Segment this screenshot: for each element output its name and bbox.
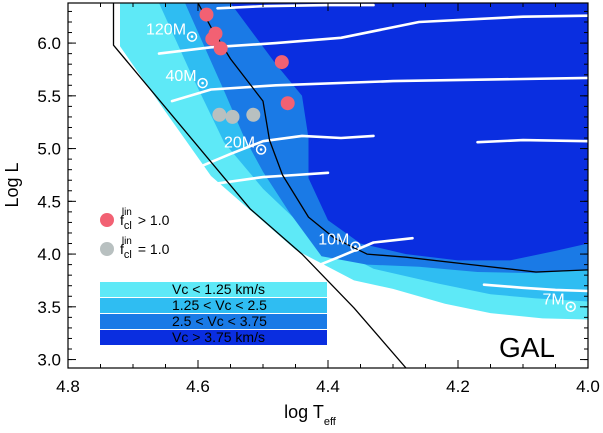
- evolutionary-tracks: [157, 3, 588, 293]
- y-tick-label: 6.0: [37, 34, 61, 53]
- velocity-legend-item-3: 2.5 < Vc < 3.75: [100, 313, 327, 329]
- marker-legend-swatch: [100, 242, 114, 256]
- x-tick-label: 4.4: [316, 377, 340, 396]
- velocity-legend-swatch: [100, 330, 327, 345]
- boundary-line-1: [197, 3, 588, 273]
- track-line-5: [476, 138, 588, 144]
- velocity-legend-item-4: Vc > 3.75 km/s: [100, 329, 327, 345]
- data-point-s1-6: [280, 96, 295, 111]
- data-point-s1-5: [274, 55, 289, 70]
- y-tick-label: 3.5: [37, 298, 61, 317]
- data-point-s1-1: [199, 7, 214, 22]
- legend-f: f: [120, 241, 124, 257]
- y-tick-label: 4.0: [37, 245, 61, 264]
- velocity-legend-item-1: Vc < 1.25 km/s: [100, 281, 327, 297]
- sun-symbol-icon: [186, 31, 198, 42]
- mass-label-1: 120M: [146, 22, 198, 42]
- marker-legend-label: fcl lin = 1.0: [120, 236, 170, 261]
- velocity-legend-swatch: [100, 298, 327, 313]
- sun-symbol-dot: [259, 148, 263, 151]
- data-point-s1-3: [205, 31, 220, 46]
- mass-label-text: 40M: [166, 68, 197, 85]
- y-tick-label: 4.5: [37, 192, 61, 211]
- data-points: [199, 7, 295, 124]
- sun-symbol-icon: [255, 144, 267, 155]
- mass-label-text: 7M: [543, 292, 565, 309]
- marker-legend-item-2: fcl lin = 1.0: [100, 236, 170, 261]
- region-core: [230, 3, 588, 261]
- legend-f: f: [120, 212, 124, 228]
- x-tick-label: 4.6: [186, 377, 210, 396]
- sun-symbol-dot: [569, 305, 572, 309]
- mass-label-5: 7M: [543, 292, 576, 312]
- data-point-s2-1: [212, 107, 227, 122]
- track-line-3: [170, 76, 588, 103]
- velocity-legend-label: 2.5 < Vc < 3.75: [172, 313, 267, 329]
- legend-sub: cl: [124, 220, 132, 232]
- mass-label-text: 10M: [318, 232, 349, 249]
- x-axis-label-sub: eff: [324, 416, 337, 428]
- legend-relation: = 1.0: [138, 241, 170, 257]
- data-point-s2-3: [246, 107, 261, 122]
- y-axis-label: Log L: [2, 162, 22, 207]
- x-axis-label: log Teff: [284, 402, 337, 428]
- x-axis-label-main: log T: [284, 402, 324, 422]
- marker-legend-swatch: [100, 213, 114, 227]
- y-tick-label: 5.0: [37, 140, 61, 159]
- boundary-lines: [112, 3, 588, 368]
- track-line-6: [216, 171, 330, 185]
- marker-legend-item-1: fcl lin > 1.0: [100, 207, 170, 232]
- track-line-2: [157, 14, 588, 55]
- velocity-legend-label: 1.25 < Vc < 2.5: [172, 297, 267, 313]
- velocity-regions: [120, 3, 588, 320]
- mass-label-2: 40M: [166, 68, 208, 89]
- y-tick-label: 5.5: [37, 87, 61, 106]
- legend-relation: > 1.0: [138, 212, 170, 228]
- track-line-8: [482, 283, 588, 293]
- boundary-line-2: [112, 3, 407, 368]
- sun-symbol-dot: [190, 35, 194, 38]
- marker-legend-label: fcl lin > 1.0: [120, 207, 170, 232]
- panel-label: GAL: [499, 332, 555, 363]
- velocity-legend-label: Vc < 1.25 km/s: [172, 281, 265, 297]
- velocity-legend-item-2: 1.25 < Vc < 2.5: [100, 297, 327, 313]
- mass-label-3: 20M: [224, 135, 267, 155]
- data-point-s1-4: [213, 41, 228, 56]
- legend-sub: cl: [124, 249, 132, 261]
- sun-symbol-icon: [565, 301, 576, 312]
- mass-label-text: 20M: [224, 135, 255, 152]
- sun-symbol-dot: [354, 245, 357, 248]
- sun-symbol-icon: [350, 241, 361, 252]
- y-tick-label: 3.0: [37, 351, 61, 370]
- sun-symbol-icon: [197, 77, 208, 89]
- track-line-4: [196, 134, 375, 169]
- mass-labels: 120M 40M 20M 10M 7M: [146, 22, 576, 312]
- velocity-legend-label: Vc > 3.75 km/s: [172, 329, 265, 345]
- legend-sup: lin: [122, 236, 132, 247]
- mass-label-text: 120M: [146, 22, 186, 39]
- mass-label-4: 10M: [318, 232, 361, 252]
- sun-symbol-dot: [201, 81, 204, 85]
- velocity-legend-swatch: [100, 314, 327, 329]
- x-tick-label: 4.2: [446, 377, 470, 396]
- velocity-legend-swatch: [100, 282, 327, 297]
- data-point-s2-2: [225, 109, 240, 124]
- x-tick-label: 4.0: [576, 377, 600, 396]
- legend-sup: lin: [122, 207, 132, 218]
- axes: 4.8 4.6 4.4 4.2 4.0 3.0 3.5 4.0 4.5 5.0 5.5 6.0: [37, 3, 600, 396]
- x-tick-label: 4.8: [56, 377, 80, 396]
